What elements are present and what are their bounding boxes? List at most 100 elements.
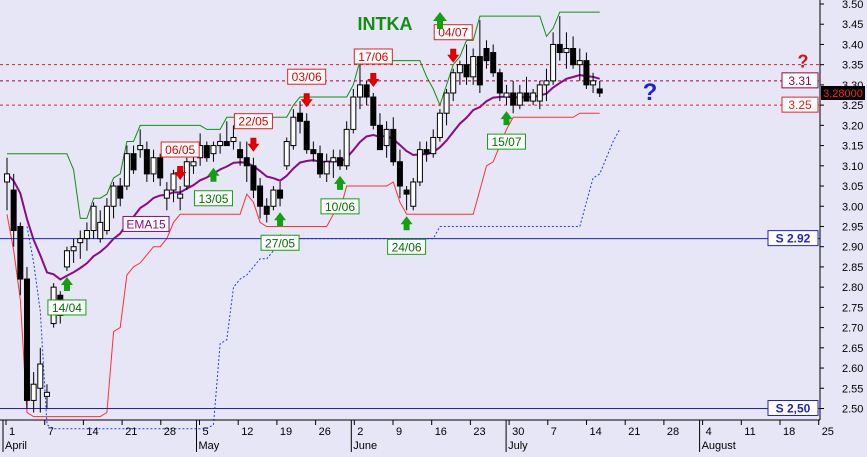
candle-body <box>403 189 410 195</box>
buy-signal-label: 24/06 <box>392 240 422 254</box>
candle-body <box>363 84 370 98</box>
sell-arrow-icon <box>300 93 313 108</box>
x-tick-label: 16 <box>435 426 447 438</box>
y-tick-label: 3.20 <box>842 120 863 132</box>
chart-title: INTKA <box>358 14 413 34</box>
candle-body <box>303 120 310 151</box>
ema15-line <box>6 73 600 281</box>
candle-body <box>143 149 150 175</box>
x-tick-label: 23 <box>473 426 485 438</box>
y-tick-label: 3.10 <box>842 161 863 173</box>
month-label: May <box>199 440 220 452</box>
candle-body <box>137 145 144 151</box>
x-tick-label: 14 <box>590 426 602 438</box>
candle-body <box>243 157 250 167</box>
x-tick-label: 11 <box>744 426 755 438</box>
buy-arrow-icon <box>334 175 346 190</box>
candle-body <box>317 153 324 175</box>
sell-signal-box <box>353 48 393 65</box>
y-tick-label: 3.00 <box>842 201 863 213</box>
candle-body <box>117 185 124 199</box>
candle-body <box>463 64 470 78</box>
candle-body <box>543 80 550 86</box>
sell-signal-label: 17/06 <box>358 50 388 64</box>
candle-body <box>97 221 104 240</box>
candle-body <box>250 165 257 191</box>
x-tick-label: 21 <box>125 426 137 438</box>
candle-body <box>203 145 210 159</box>
candle-body <box>37 363 44 389</box>
candle-body <box>576 60 583 66</box>
x-tick-label: 7 <box>48 426 54 438</box>
candle-body <box>150 157 157 175</box>
candle-body <box>470 56 477 78</box>
candle-body <box>10 189 17 232</box>
resistance-question-mark: ? <box>798 52 809 72</box>
candle-body <box>183 161 190 187</box>
candle-body <box>350 96 357 130</box>
level-label-box <box>767 230 819 247</box>
x-tick-label: 30 <box>512 426 524 438</box>
candle-body <box>17 225 24 280</box>
x-tick-label: 21 <box>628 426 640 438</box>
sell-signal-box <box>287 68 327 85</box>
candle-body <box>416 149 423 183</box>
candle-body <box>177 193 184 199</box>
candle-body <box>410 181 417 207</box>
candle-body <box>90 205 97 232</box>
buy-signal-box <box>47 299 87 316</box>
x-tick-label: 14 <box>86 426 98 438</box>
y-tick-label: 2.90 <box>842 242 863 254</box>
candle-body <box>496 72 503 94</box>
candle-body <box>523 92 530 102</box>
level-label-box <box>767 400 819 416</box>
buy-signal-label: 13/05 <box>198 192 228 206</box>
candle-body <box>563 47 570 54</box>
y-tick-label: 3.40 <box>842 39 863 51</box>
candle-body <box>83 230 90 240</box>
candle-body <box>430 136 437 155</box>
buy-signal-box <box>260 234 300 251</box>
candle-body <box>503 92 510 98</box>
candle-body <box>217 141 224 147</box>
sell-signal-box <box>233 113 273 130</box>
x-tick-label: 5 <box>203 426 209 438</box>
candle-body <box>590 80 597 86</box>
y-tick-label: 3.45 <box>842 19 863 31</box>
x-tick-label: 28 <box>667 426 679 438</box>
y-tick-label: 2.80 <box>842 282 863 294</box>
x-tick-label: 1 <box>9 426 15 438</box>
candle-body <box>4 173 10 183</box>
candle-body <box>483 47 490 62</box>
month-label: April <box>5 440 27 452</box>
buy-signal-box <box>487 133 526 150</box>
candle-body <box>490 52 497 74</box>
candle-body <box>476 56 483 86</box>
candle-body <box>270 189 277 207</box>
candle-body <box>443 92 450 114</box>
candle-body <box>510 92 517 106</box>
buy-signal-box <box>193 190 233 207</box>
sell-signal-label: 04/07 <box>438 26 468 40</box>
sell-arrow-icon <box>174 166 187 181</box>
ema-label: EMA15 <box>126 217 166 231</box>
candle-body <box>210 145 217 155</box>
candle-body <box>170 173 177 191</box>
candle-body <box>70 246 77 252</box>
y-tick-label: 2.50 <box>842 404 863 416</box>
candle-body <box>376 124 383 151</box>
candle-body <box>530 92 537 102</box>
candle-body <box>396 161 403 187</box>
candle-body <box>550 43 557 82</box>
y-tick-label: 2.85 <box>842 262 863 274</box>
buy-signal-label: 27/05 <box>265 236 295 250</box>
y-tick-label: 3.50 <box>842 0 863 11</box>
candle-body <box>130 153 137 171</box>
candle-body <box>157 157 164 179</box>
buy-arrow-icon <box>274 212 287 227</box>
candle-body <box>257 185 264 207</box>
y-tick-label: 3.25 <box>842 100 863 112</box>
title-up-arrow-icon <box>433 12 447 29</box>
